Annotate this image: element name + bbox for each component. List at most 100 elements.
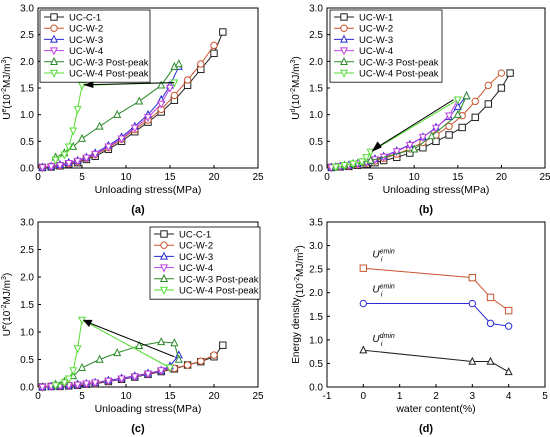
panel-b-data-point [471,97,479,106]
panel-b-data-point [506,69,514,77]
panel-a-ylabel-part: (10 [2,94,13,109]
panel-d-ylabel-part: 3 [294,248,301,252]
panel-c-ylabel-part: 3 [1,276,8,280]
panel-a-ylabel-part: e [1,109,8,113]
panel-d-x-tick-label: 2 [433,391,439,402]
panel-a-data-point [157,80,166,89]
panel-a-data-point [73,106,82,115]
panel-b-data-point [362,154,371,163]
panel-c-x-tick-label: 20 [208,391,220,402]
panel-b-y-tick-label: 2.5 [309,30,323,41]
panel-c-ylabel-part: ) [2,273,13,276]
panel-c-data-point [77,362,87,371]
panel-b-y-tick-label: 3.0 [309,4,323,15]
panel-c-data-point [157,367,166,376]
panel-c-ylabel-part: (10 [2,310,13,325]
panel-a-data-point [55,162,65,171]
panel-c-data-point [73,345,82,354]
panel-c-legend-label: UC-C-1 [179,230,211,241]
panel-a-legend-marker [49,34,59,43]
panel-d-data-point [468,356,477,365]
panel-b-data-point [445,122,453,131]
panel-c-arrow-line [87,321,175,358]
panel-c-y-tick-label: 2.0 [20,273,34,284]
panel-a-legend-marker [50,24,58,32]
panel-a-data-point [104,143,113,152]
panel-b-legend-label: UC-W-3 [359,35,393,46]
panel-c-legend-marker [160,241,168,249]
panel-a-y-tick-label: 1.5 [20,84,34,95]
panel-a-legend-label: UC-W-3 [69,35,103,46]
panel-a-arrow-line [85,82,175,86]
panel-b-data-point [471,113,479,122]
panel-c-data-point [219,341,227,349]
panel-c-legend-label: UC-W-3 Post-peak [179,274,259,285]
panel-b-data-point [427,131,436,140]
panel-a-ylabel-part: MJ/m [2,63,13,87]
panel-c-ylabel-part: -2 [1,304,8,310]
panel-a-xlabel: Unloading stress(MPa) [95,184,202,196]
panel-a-data-point [60,151,69,160]
panel-c-data-point [60,379,69,388]
panel-c-legend-marker [159,264,169,273]
panel-b-data-point [453,109,462,118]
panel-d-panel-label: (d) [419,423,433,435]
panel-c-legend-label: UC-W-3 [179,252,213,263]
panel-a-arrow-head [82,81,94,88]
panel-a-data-point [165,84,175,93]
panel-d-annotation: Uemin i [372,284,395,299]
panel-b-data-point [366,155,375,164]
panel-a-data-point [77,82,87,91]
panel-d-series-line [363,349,509,373]
panel-d-annotation-sup: emin [380,248,395,255]
panel-a-ylabel-part: ) [2,56,13,59]
panel-d-annotation-base: U [372,249,380,260]
panel-c-data-point [157,337,166,346]
panel-c-legend-label: UC-W-4 [179,263,213,274]
panel-d-data-point [504,306,513,315]
panel-b-data-point [458,123,466,132]
panel-a-legend [39,9,151,83]
panel-d-annotation-base: U [372,285,380,296]
panel-c-legend-label: UC-W-2 [179,241,213,252]
panel-a-data-point [117,135,126,144]
panel-a-legend-marker [50,13,58,21]
panel-b-data-point [331,163,340,172]
panel-b-panel-label: (b) [419,204,433,216]
panel-b-legend-marker [340,24,348,32]
panel-b-legend-marker [339,69,349,78]
panel-d-data-point [359,299,368,308]
panel-a-data-point [183,76,192,84]
panel-a-data-point [174,59,183,68]
panel-d-y-tick-label: 1.0 [309,335,323,346]
panel-b-ylabel-part: U [291,113,302,120]
panel-c-ylabel-part: e [1,325,8,329]
panel-b-y-tick-label: 2.0 [309,57,323,68]
panel-a-data-point [64,143,73,152]
panel-b-data-point [445,131,453,139]
panel-a-data-point [210,49,218,58]
panel-a-data-point [143,114,153,123]
panel-b-x-tick-label: 0 [324,172,330,183]
panel-d-x-tick-label: -1 [323,391,332,402]
panel-c-data-point [113,348,122,357]
panel-b-data-point [484,81,493,90]
panel-d-data-point [486,356,495,365]
panel-d-series-line [363,267,509,312]
panel-a-data-point [69,141,78,150]
panel-a-y-tick-label: 2.5 [20,30,34,41]
panel-a-ylabel-part: U [2,113,13,120]
panel-d-xlabel: water content(%) [395,403,475,415]
panel-a-data-point [135,96,144,105]
panel-b-legend-marker [340,13,348,21]
panel-b-data-point [340,162,349,171]
panel-c-panel-label: (c) [131,423,145,435]
panel-c-arrow-head [82,319,93,328]
panel-d-ylabel-part: MJ/m [295,252,306,276]
panel-c-data-point [197,357,205,365]
panel-a-ylabel-part: -2 [1,88,8,94]
panel-b-data-point [462,91,471,100]
panel-d-y-tick-label: 1.5 [309,312,323,323]
panel-c-data-point [117,375,126,384]
